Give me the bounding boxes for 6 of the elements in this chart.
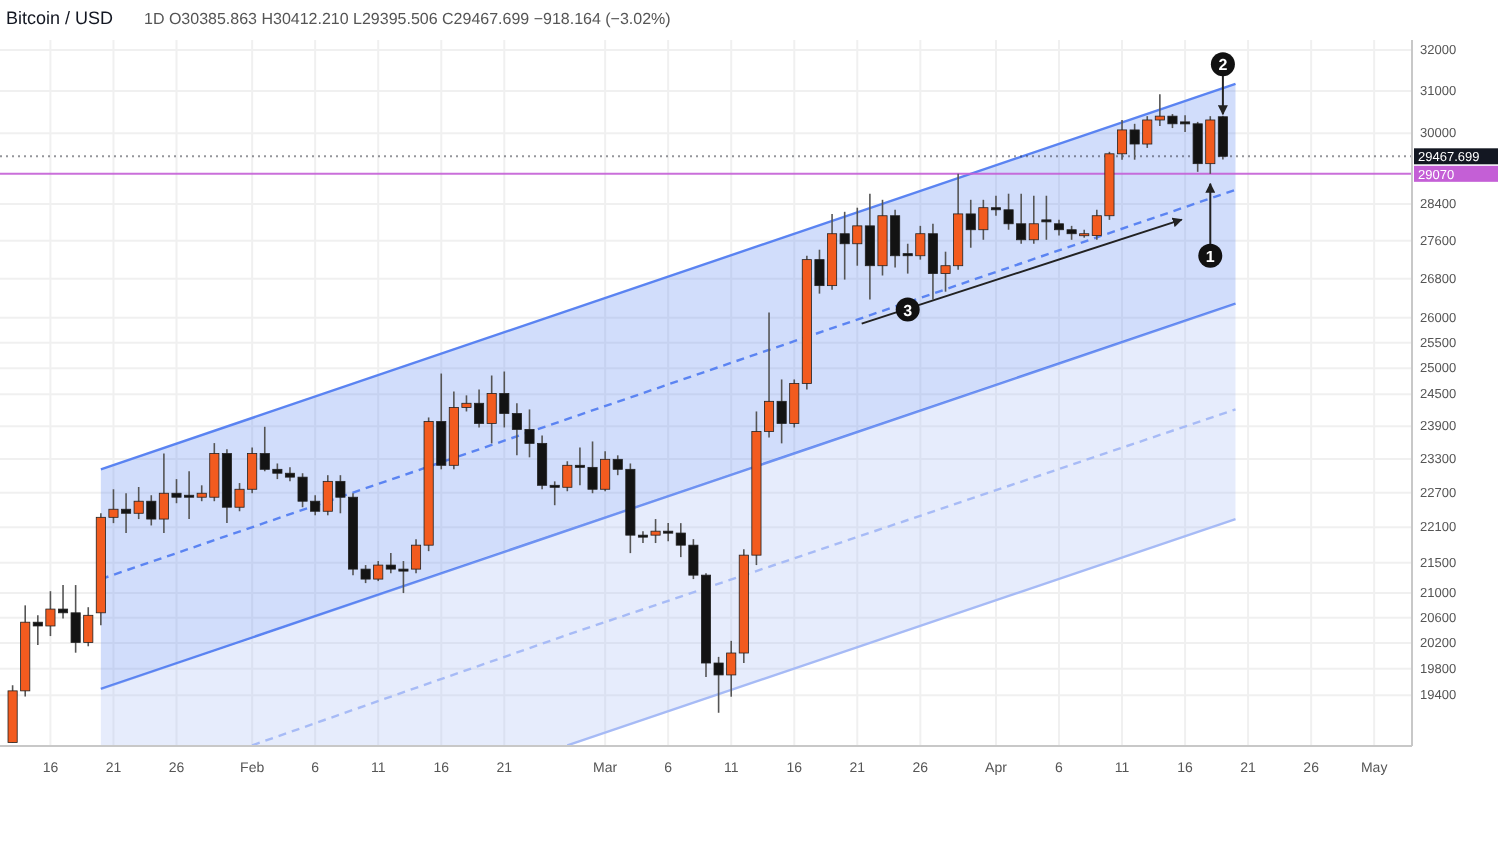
annotation: 3 xyxy=(903,301,914,320)
candlestick xyxy=(1041,194,1052,241)
chart-title: Bitcoin / USD xyxy=(6,8,115,28)
annotation: 2 xyxy=(1218,56,1229,75)
annotation: 1 xyxy=(1205,247,1216,266)
chart-subtitle: 1D O30385.863 H30412.210 L29395.506 C29467.699 −918.164 (−3.02%) xyxy=(144,10,672,28)
